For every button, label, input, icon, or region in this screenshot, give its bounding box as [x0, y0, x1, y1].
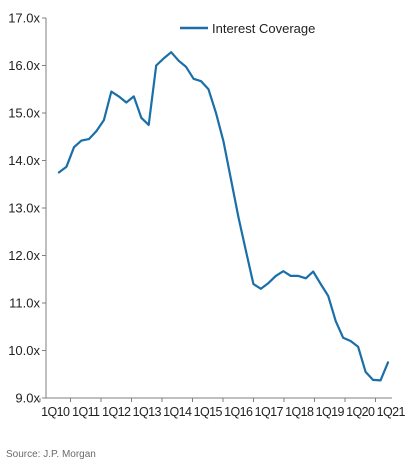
- data-point: [312, 270, 315, 273]
- x-tick-label: 1Q20: [346, 405, 375, 419]
- x-tick-label: 1Q18: [285, 405, 314, 419]
- y-tick-label: 15.0x: [8, 106, 40, 121]
- data-point: [155, 64, 157, 67]
- legend: Interest Coverage: [180, 21, 315, 36]
- data-point: [125, 101, 128, 104]
- y-tick-label: 10.0x: [8, 343, 40, 358]
- data-point: [88, 138, 90, 140]
- y-tick-label: 12.0x: [8, 248, 40, 263]
- data-point: [372, 379, 374, 381]
- data-point: [147, 124, 150, 126]
- y-tick-label: 13.0x: [8, 201, 40, 216]
- y-tick-label: 9.0x: [15, 391, 40, 406]
- x-tick-label: 1Q12: [102, 405, 131, 419]
- data-point: [133, 95, 135, 98]
- data-point: [222, 140, 225, 143]
- y-tick-label: 14.0x: [8, 153, 40, 168]
- data-point: [357, 345, 359, 348]
- data-point: [207, 88, 210, 91]
- data-point: [103, 119, 105, 121]
- data-point: [65, 165, 68, 168]
- data-point: [267, 282, 270, 284]
- data-point: [290, 275, 292, 277]
- data-point: [237, 216, 240, 219]
- x-tick-label: 1Q16: [224, 405, 253, 419]
- data-point: [177, 59, 180, 62]
- data-point: [282, 270, 285, 273]
- y-tick-label: 11.0x: [9, 296, 40, 311]
- data-point: [260, 288, 262, 290]
- y-axis: 9.0x 10.0x 11.0x 12.0x 13.0x 14.0x 15.0x 16.0x 1…: [8, 11, 47, 406]
- data-point: [95, 130, 98, 132]
- data-point: [162, 57, 165, 60]
- data-point: [387, 361, 389, 364]
- data-point: [73, 146, 75, 148]
- data-point: [305, 277, 307, 280]
- y-tick-label: 16.0x: [8, 58, 40, 73]
- data-point: [334, 320, 337, 322]
- legend-label-interest-coverage: Interest Coverage: [212, 21, 315, 36]
- x-tick-label: 1Q21: [377, 405, 406, 419]
- data-point: [192, 78, 195, 80]
- data-point: [80, 139, 83, 142]
- data-point: [230, 178, 232, 181]
- data-point: [379, 379, 382, 382]
- x-axis: 1Q10 1Q11 1Q12 1Q13 1Q14 1Q15 1Q16 1Q17 1Q18 1Q19…: [39, 397, 406, 419]
- data-point: [275, 275, 277, 277]
- x-tick-label: 1Q13: [133, 405, 162, 419]
- data-point: [319, 283, 322, 285]
- data-point: [200, 80, 202, 82]
- data-point: [297, 275, 300, 277]
- x-tick-label: 1Q15: [194, 405, 223, 419]
- data-point: [58, 171, 60, 174]
- data-point: [349, 340, 352, 342]
- x-tick-label: 1Q17: [255, 405, 284, 419]
- data-point: [110, 90, 113, 93]
- series-line-interest-coverage: [57, 51, 390, 382]
- x-tick-label: 1Q19: [316, 405, 345, 419]
- data-point: [364, 371, 367, 373]
- data-point: [185, 66, 187, 68]
- data-point: [342, 336, 344, 339]
- y-tick-label: 17.0x: [8, 11, 40, 26]
- data-point: [140, 117, 143, 119]
- data-point: [215, 112, 217, 114]
- source-note: Source: J.P. Morgan: [6, 449, 96, 460]
- data-point: [170, 51, 172, 53]
- data-point: [245, 250, 247, 252]
- x-tick-label: 1Q10: [41, 405, 70, 419]
- x-tick-label: 1Q14: [163, 405, 192, 419]
- data-point: [252, 283, 255, 285]
- data-point: [118, 95, 120, 98]
- x-tick-label: 1Q11: [72, 405, 100, 419]
- data-point: [327, 295, 330, 297]
- series-layer: [57, 51, 390, 382]
